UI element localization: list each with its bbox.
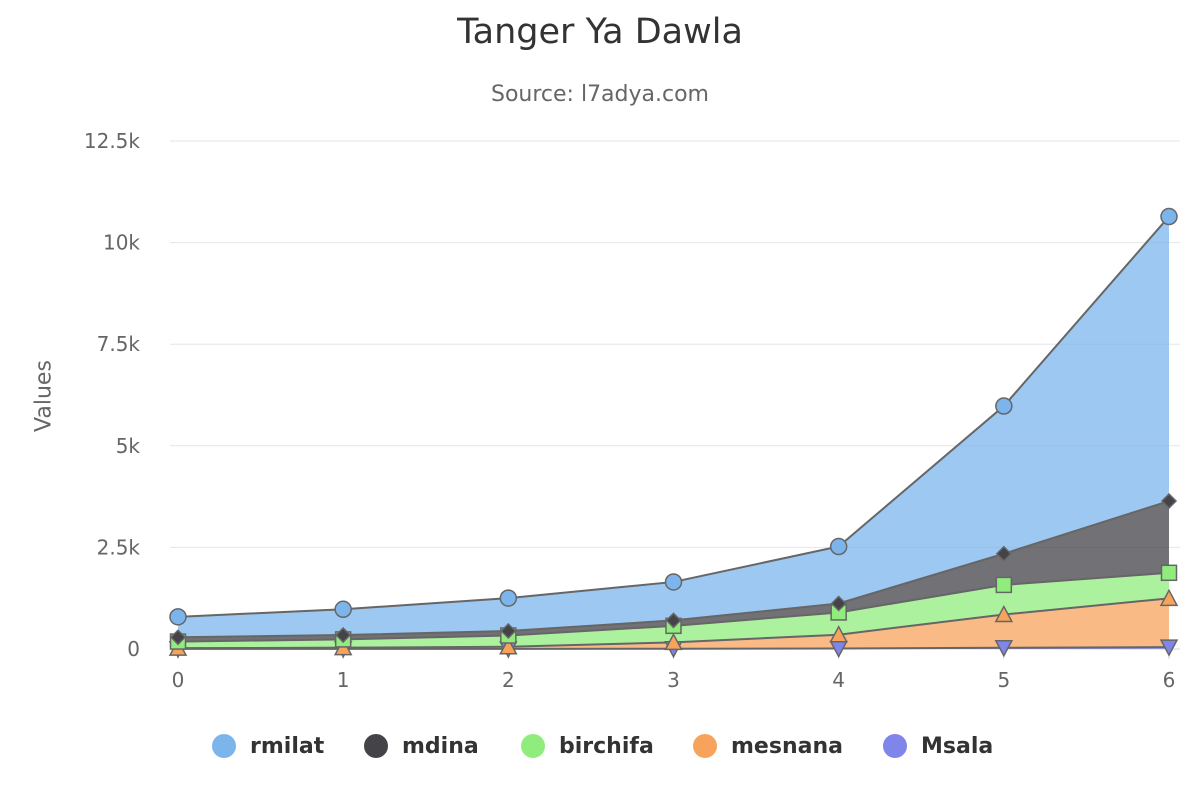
y-tick-label: 2.5k [97, 535, 141, 559]
y-tick-label: 5k [116, 434, 141, 458]
y-tick-label: 10k [103, 231, 140, 255]
point-mdina [995, 545, 1012, 562]
x-tick-label: 0 [172, 668, 185, 692]
point-Msala [1159, 639, 1179, 657]
point-mdina [830, 595, 847, 612]
point-rmilat [334, 600, 352, 619]
point-rmilat [499, 589, 518, 607]
point-Msala [994, 640, 1014, 658]
point-mesnana [499, 637, 518, 655]
legend-swatch [212, 734, 236, 758]
point-mdina [665, 612, 682, 629]
y-tick-label: 12.5k [84, 129, 141, 153]
point-mesnana [994, 604, 1014, 623]
legend-item-mdina[interactable]: mdina [364, 728, 479, 764]
legend-label: mesnana [731, 733, 843, 759]
chart-title: Tanger Ya Dawla [457, 12, 743, 52]
legend-item-rmilat[interactable]: rmilat [212, 728, 324, 764]
legend-swatch [883, 734, 907, 758]
legend-swatch [693, 734, 717, 758]
point-mdina [1160, 492, 1178, 510]
point-mesnana [1159, 588, 1179, 607]
x-tick-label: 2 [502, 668, 515, 692]
point-mdina [500, 622, 517, 640]
point-mesnana [664, 632, 683, 651]
x-tick-label: 1 [337, 668, 350, 692]
y-tick-label: 0 [127, 637, 140, 661]
point-mdina [335, 626, 352, 644]
legend-label: mdina [402, 733, 479, 759]
legend-swatch [521, 734, 545, 758]
point-rmilat [829, 537, 848, 556]
point-rmilat [1160, 207, 1178, 226]
y-tick-label: 7.5k [97, 332, 141, 356]
chart-subtitle: Source: l7adya.com [490, 82, 709, 107]
x-tick-label: 3 [667, 668, 680, 692]
area-rmilat [178, 216, 1169, 638]
legend-swatch [364, 734, 388, 758]
area-mesnana [178, 598, 1169, 649]
x-tick-label: 4 [832, 668, 845, 692]
legend-label: Msala [921, 733, 994, 759]
point-rmilat [995, 397, 1013, 415]
point-mdina [169, 629, 187, 646]
legend-label: rmilat [250, 733, 325, 759]
legend-item-birchifa[interactable]: birchifa [521, 728, 654, 764]
x-tick-label: 5 [997, 668, 1010, 692]
point-birchifa [995, 576, 1013, 594]
x-tick-label: 6 [1163, 668, 1176, 692]
legend: rmilat mdina birchifa mesnana Msala [0, 728, 1200, 764]
point-mesnana [829, 625, 848, 643]
area-mdina [178, 501, 1169, 642]
point-rmilat [664, 573, 683, 591]
point-rmilat [169, 608, 187, 626]
legend-item-Msala[interactable]: Msala [883, 728, 993, 764]
point-birchifa [1160, 564, 1178, 582]
legend-item-mesnana[interactable]: mesnana [693, 728, 843, 764]
legend-label: birchifa [559, 733, 654, 759]
